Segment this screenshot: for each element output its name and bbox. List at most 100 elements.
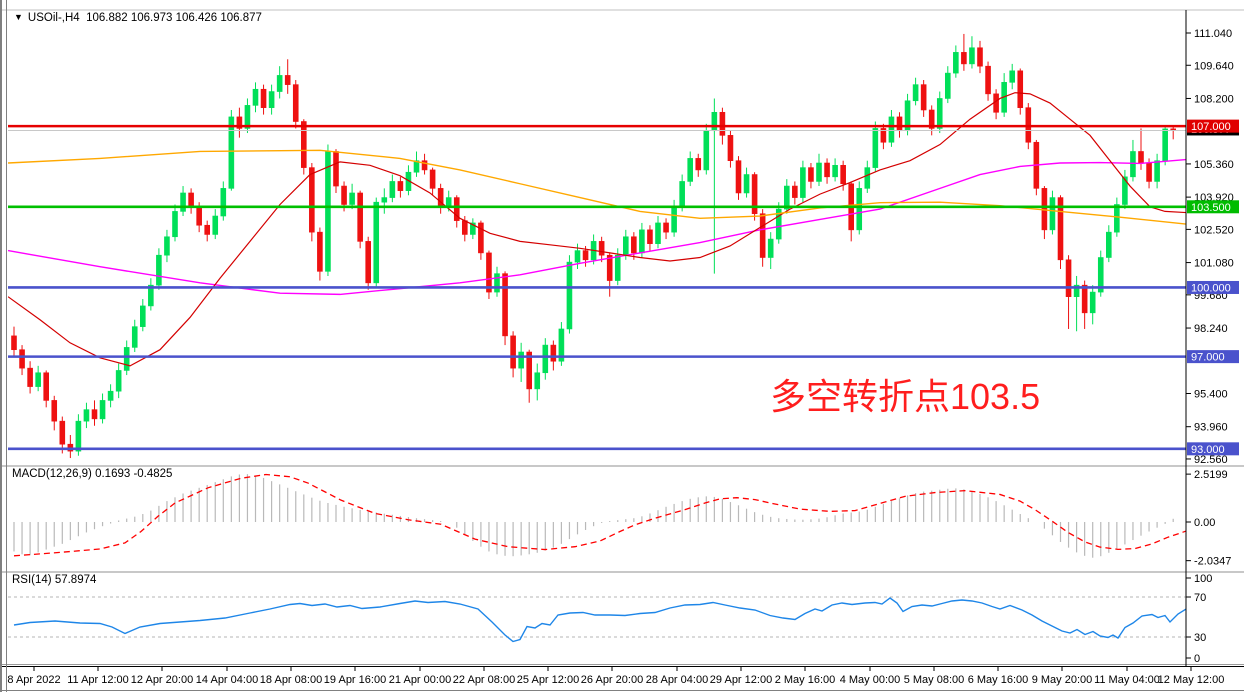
symbol-timeframe-label: USOil-,H4 (27, 12, 80, 24)
candle (953, 52, 959, 74)
candle (1154, 160, 1160, 182)
candle (1081, 284, 1088, 314)
price-tick-label: 105.360 (1194, 159, 1234, 171)
time-tick-label: 11 Apr 12:00 (67, 674, 129, 686)
macd-axis: 2.5199 0.00 -2.0347 (1186, 469, 1231, 568)
symbol-dropdown-icon[interactable]: ▼ (14, 12, 23, 22)
plot-layers (8, 33, 1186, 643)
ma-magenta-line (8, 158, 1186, 296)
candle (91, 409, 98, 420)
time-tick-label: 18 Apr 08:00 (260, 674, 322, 686)
candle (83, 409, 90, 422)
candle (655, 222, 661, 244)
rsi-panel (8, 596, 1186, 643)
rsi-line (13, 597, 1186, 643)
panel-left-border (6, 0, 7, 692)
candle (1106, 231, 1112, 258)
chart-title: ▼ USOil-,H4 106.882 106.973 106.426 106.8… (14, 12, 262, 24)
candle (1162, 128, 1168, 161)
candle (872, 128, 879, 168)
candle (333, 151, 339, 187)
candle (1073, 284, 1080, 297)
candle (792, 185, 798, 198)
time-tick-label: 21 Apr 00:00 (389, 674, 451, 686)
time-tick-label: 25 Apr 12:00 (517, 674, 579, 686)
candle (397, 181, 404, 191)
panel-borders (0, 9, 1244, 667)
candle (1122, 176, 1128, 205)
rsi-tick-label: 70 (1194, 592, 1206, 604)
price-tick-label: 98.240 (1194, 323, 1228, 335)
rsi-tick-label: 30 (1194, 632, 1206, 644)
candle (421, 160, 428, 171)
time-tick-label: 14 Apr 04:00 (196, 674, 258, 686)
macd-tick-label: 2.5199 (1194, 469, 1228, 481)
candle (292, 84, 299, 122)
price-tick-label: 109.640 (1194, 60, 1234, 72)
candle (550, 344, 557, 362)
candle (373, 201, 380, 284)
candle (252, 88, 259, 106)
price-tick-label: 93.960 (1194, 422, 1228, 434)
candle (800, 167, 806, 198)
price-tick-label: 108.200 (1194, 93, 1234, 105)
time-tick-label: 12 May 12:00 (1158, 674, 1225, 686)
candle (1089, 291, 1096, 314)
price-badge (1187, 442, 1239, 456)
candle (494, 273, 500, 293)
ohlc-values: 106.882 106.973 106.426 106.877 (86, 12, 262, 24)
candle (598, 241, 605, 256)
candle (969, 47, 975, 65)
candle (840, 165, 846, 185)
price-badge (1187, 119, 1239, 133)
candle (751, 174, 758, 215)
chart-annotation-text: 多空转折点103.5 (770, 376, 1041, 417)
candles-layer (11, 33, 1176, 459)
candle (671, 206, 677, 233)
candle (212, 215, 219, 235)
candle (75, 420, 82, 452)
rsi-indicator-label: RSI(14) 57.8974 (12, 574, 97, 586)
candle (470, 222, 476, 235)
candle (1146, 162, 1152, 182)
candle (1097, 257, 1104, 293)
candle (743, 174, 750, 194)
window-bottom-edge (0, 690, 1244, 691)
candle (936, 98, 943, 129)
candle (727, 135, 734, 161)
candle (832, 165, 838, 178)
candle (566, 261, 573, 330)
candle (107, 390, 114, 401)
candle (156, 254, 162, 286)
candle (961, 52, 967, 65)
candle (429, 169, 436, 189)
candle (647, 229, 653, 244)
candle (276, 75, 283, 92)
candle (413, 160, 420, 173)
price-badge-label: 93.000 (1191, 444, 1225, 456)
candle (349, 192, 355, 205)
candle (236, 116, 243, 129)
time-tick-label: 12 Apr 20:00 (131, 674, 193, 686)
price-axis: 111.040109.640108.200105.360103.920102.5… (1186, 28, 1234, 466)
candle (1057, 197, 1064, 261)
candle (695, 158, 702, 171)
candle (180, 192, 186, 212)
candle (357, 192, 363, 242)
candle (1138, 151, 1144, 164)
rsi-tick-label: 100 (1194, 573, 1212, 585)
time-tick-label: 29 Apr 12:00 (710, 674, 772, 686)
time-tick-label: 11 May 04:00 (1094, 674, 1160, 686)
candle (35, 372, 41, 387)
candle (864, 167, 871, 189)
price-badge-label: 100.000 (1191, 282, 1231, 294)
candle (518, 351, 524, 369)
time-tick-label: 5 May 08:00 (904, 674, 965, 686)
candle (172, 211, 178, 238)
candle (502, 273, 508, 337)
candle (317, 231, 323, 272)
candle (920, 84, 927, 111)
candle (687, 158, 694, 182)
